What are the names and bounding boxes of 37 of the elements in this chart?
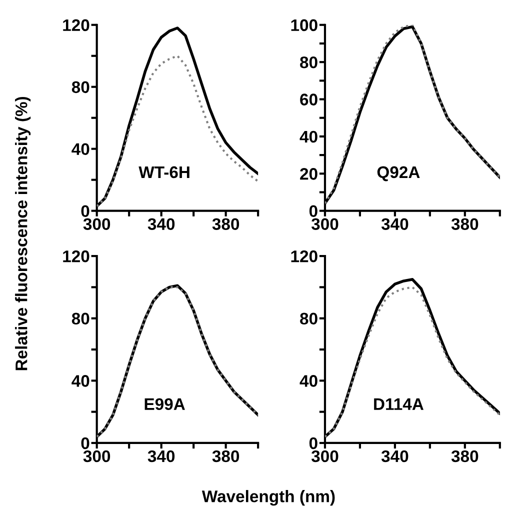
y-tick-label: 40 <box>72 375 90 387</box>
line-series <box>96 54 258 208</box>
y-tick-label: 20 <box>300 168 318 180</box>
y-tick-label: 120 <box>63 19 90 32</box>
y-tick-label: 0 <box>81 205 90 218</box>
x-tick-label: 380 <box>451 450 478 462</box>
x-tick-label: 300 <box>83 218 110 230</box>
annotation: WT-6H <box>138 166 190 178</box>
annotation: E99A <box>144 398 185 410</box>
y-tick-label: 80 <box>72 81 90 94</box>
y-tick-label: 100 <box>291 19 318 32</box>
x-tick-label: 380 <box>212 450 240 462</box>
y-tick-label: 40 <box>300 375 318 387</box>
x-tick-label: 340 <box>381 218 408 230</box>
y-axis-title: Relative fluorescence intensity (%) <box>15 96 31 370</box>
y-tick-label: 120 <box>291 250 318 262</box>
annotation: Q92A <box>377 166 420 182</box>
x-axis-title: Wavelength (nm) <box>202 490 335 506</box>
y-tick-label: 80 <box>72 312 90 325</box>
x-tick-label: 380 <box>451 218 478 230</box>
y-tick-label: 60 <box>300 94 318 106</box>
y-tick-label: 120 <box>63 250 90 262</box>
y-tick-label: 40 <box>300 130 318 143</box>
y-tick-label: 80 <box>300 312 318 325</box>
y-tick-label: 40 <box>72 143 90 156</box>
x-tick-label: 300 <box>311 218 338 230</box>
x-tick-label: 340 <box>148 218 175 230</box>
x-tick-label: 300 <box>83 450 110 462</box>
y-tick-label: 80 <box>300 56 318 68</box>
y-tick-label: 0 <box>309 437 318 450</box>
x-tick-label: 380 <box>212 218 240 230</box>
annotation: D114A <box>374 398 424 410</box>
y-tick-label: 0 <box>309 205 318 218</box>
y-tick-label: 0 <box>81 437 90 450</box>
x-tick-label: 340 <box>148 450 175 462</box>
x-tick-label: 300 <box>311 450 338 462</box>
x-tick-label: 340 <box>381 450 408 462</box>
